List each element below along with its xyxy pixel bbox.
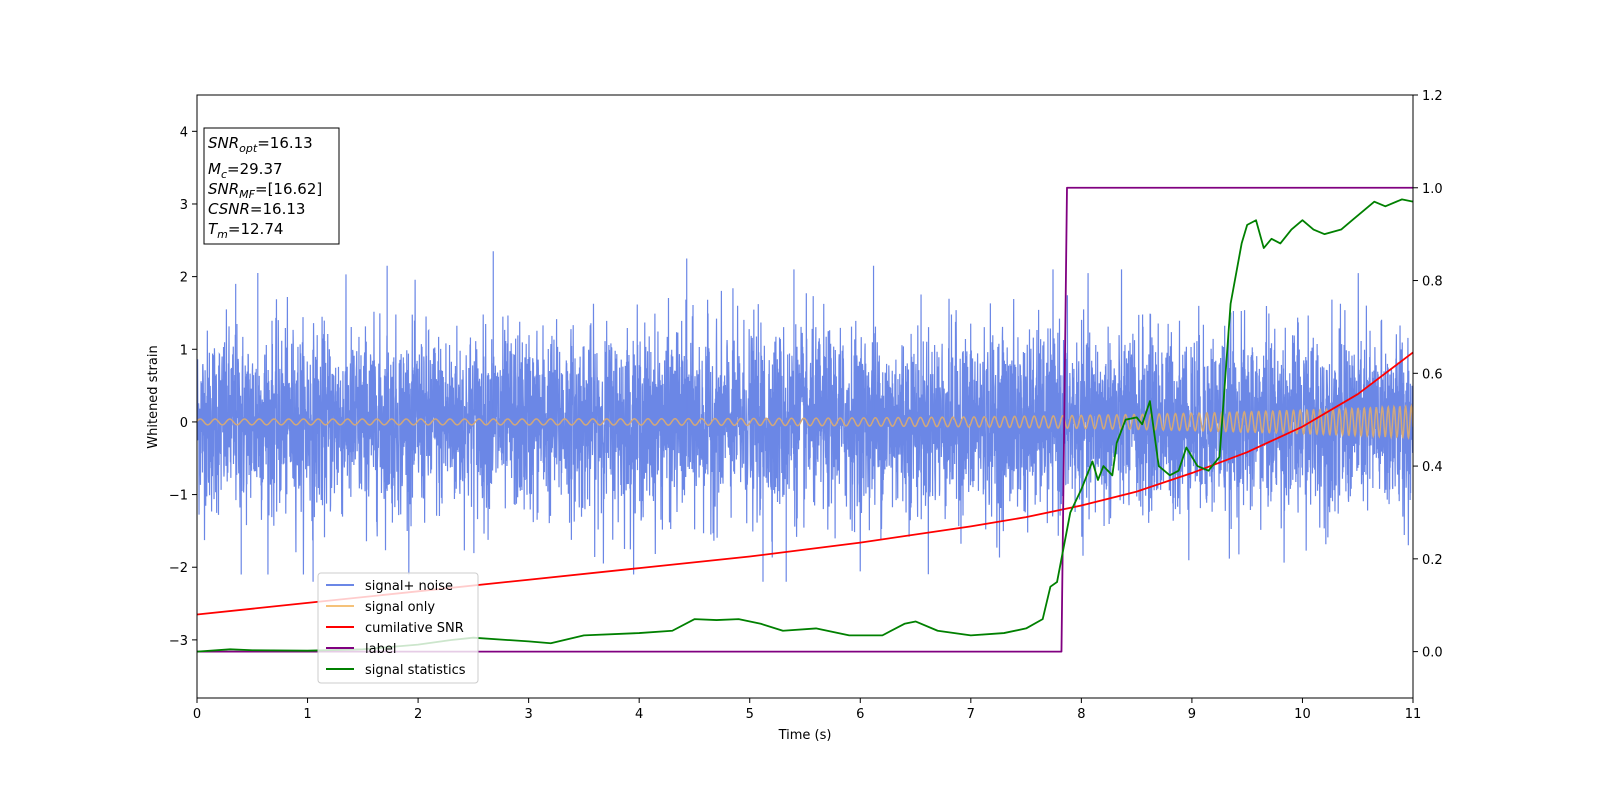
legend-label-cumulative-snr: cumilative SNR <box>365 621 464 636</box>
annotation-snr-opt: SNRopt=16.13 <box>208 134 313 155</box>
x-tick-label: 6 <box>856 707 864 722</box>
y-left-tick-label: −2 <box>169 561 188 576</box>
legend-label-label: label <box>365 642 396 657</box>
y-right-tick-label: 0.2 <box>1422 553 1443 568</box>
x-tick-label: 0 <box>193 707 201 722</box>
annotation-snr-mf: SNRMF=[16.62] <box>208 180 322 201</box>
signal-noise-series <box>197 251 1413 582</box>
annotation-csnr: CSNR=16.13 <box>208 200 305 218</box>
y-right-tick-label: 0.8 <box>1422 275 1443 290</box>
x-axis-label: Time (s) <box>778 728 832 743</box>
y-left-tick-label: 2 <box>180 271 188 286</box>
y-left-tick-label: 4 <box>180 125 188 140</box>
annotation-box: SNRopt=16.13 Mc=29.37 SNRMF=[16.62] CSNR… <box>203 127 340 245</box>
x-tick-label: 9 <box>1188 707 1196 722</box>
x-tick-label: 5 <box>746 707 754 722</box>
y-right-tick-label: 0.4 <box>1422 460 1443 475</box>
y-axis-label: Whitened strain <box>146 345 161 448</box>
annotation-tm: Tm=12.74 <box>208 220 283 241</box>
y-left-tick-label: −1 <box>169 489 188 504</box>
y-axis-right: 0.0 0.2 0.4 0.6 0.8 1.0 1.2 <box>1413 89 1443 661</box>
legend: signal+ noise signal only cumilative SNR… <box>317 572 479 684</box>
y-left-tick-label: 3 <box>180 198 188 213</box>
legend-label-signal-only: signal only <box>365 600 435 615</box>
signal-statistics-line <box>197 198 1413 653</box>
plot-frame <box>196 94 1414 699</box>
y-right-tick-label: 0.0 <box>1422 646 1443 661</box>
x-tick-label: 1 <box>303 707 311 722</box>
x-tick-label: 3 <box>524 707 532 722</box>
x-tick-label: 7 <box>967 707 975 722</box>
label-line <box>197 186 1413 653</box>
y-right-tick-label: 1.0 <box>1422 182 1443 197</box>
legend-label-signal-noise: signal+ noise <box>365 579 453 594</box>
signal-only-line <box>197 403 1413 441</box>
x-tick-label: 8 <box>1077 707 1085 722</box>
x-tick-label: 2 <box>414 707 422 722</box>
x-tick-label: 4 <box>635 707 643 722</box>
legend-label-signal-statistics: signal statistics <box>365 663 466 678</box>
legend-box <box>317 572 479 684</box>
y-axis-left: −3 −2 −1 0 1 2 3 4 <box>169 125 197 649</box>
y-right-tick-label: 0.6 <box>1422 367 1443 382</box>
x-axis: 0 1 2 3 4 5 6 7 8 9 10 11 <box>193 698 1421 722</box>
x-tick-label: 11 <box>1405 707 1422 722</box>
y-left-tick-label: 1 <box>180 343 188 358</box>
y-right-tick-label: 1.2 <box>1422 89 1443 104</box>
signal-only-series <box>197 403 1413 441</box>
annotation-mc: Mc=29.37 <box>208 160 283 181</box>
y-left-tick-label: −3 <box>169 634 188 649</box>
x-tick-label: 10 <box>1294 707 1311 722</box>
signal-noise-line <box>197 269 1413 575</box>
y-left-tick-label: 0 <box>180 416 188 431</box>
